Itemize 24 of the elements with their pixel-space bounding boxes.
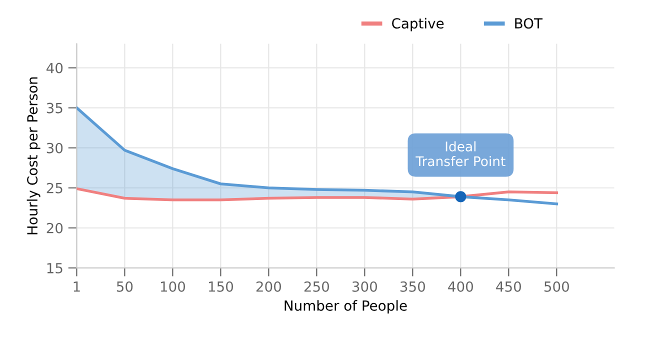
x-tick-label: 400 (448, 281, 473, 292)
x-tick-label: 450 (496, 281, 521, 292)
annotation: Ideal Transfer Point (416, 141, 506, 166)
legend-label: Captive (392, 18, 444, 32)
x-tick-label: 500 (544, 281, 569, 292)
y-tick-label: 40 (46, 62, 63, 74)
x-tick-label: 50 (116, 281, 133, 292)
x-axis-title: Number of People (284, 300, 407, 314)
y-tick-label: 35 (46, 102, 62, 114)
y-axis-title: Hourly Cost per Person (26, 77, 40, 234)
x-tick-label: 200 (256, 281, 282, 292)
x-tick-label: 350 (400, 281, 425, 292)
line-series (76, 187, 558, 202)
x-tick-label: 250 (304, 281, 330, 292)
y-tick-label: 30 (46, 142, 63, 154)
y-tick-label: 25 (46, 182, 62, 194)
line-series (76, 106, 558, 206)
x-tick-label: 300 (352, 281, 378, 292)
y-tick-label: 20 (46, 222, 63, 234)
x-tick-label: 100 (160, 281, 186, 292)
x-tick-label: 1 (74, 282, 80, 292)
x-tick-label: 150 (208, 281, 234, 292)
legend-label: BOT (515, 18, 543, 29)
y-tick-label: 15 (47, 263, 62, 274)
